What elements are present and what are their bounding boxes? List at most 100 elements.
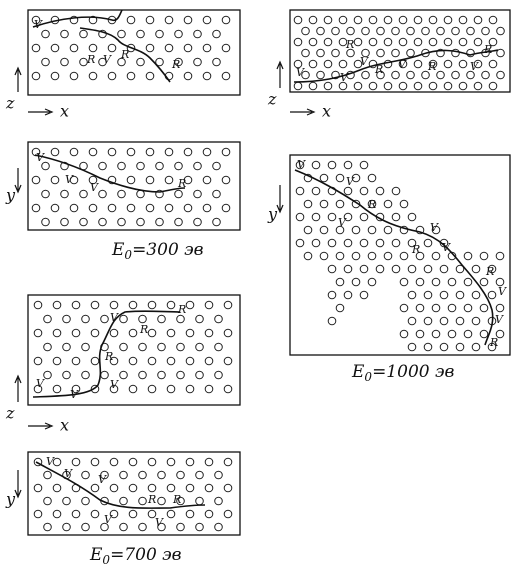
atom — [224, 484, 232, 492]
axis-label: x — [60, 416, 69, 435]
atom — [336, 278, 344, 286]
atom — [336, 174, 344, 182]
atom — [497, 71, 505, 79]
atom — [360, 187, 368, 195]
atom — [448, 330, 456, 338]
atom — [392, 27, 400, 35]
atom — [165, 176, 173, 184]
atom — [497, 27, 505, 35]
atom — [362, 71, 370, 79]
trajectory — [33, 10, 170, 82]
atom — [408, 213, 416, 221]
atom — [53, 484, 61, 492]
atom — [91, 329, 99, 337]
atom — [167, 510, 175, 518]
atom — [317, 71, 325, 79]
axis-label: z — [267, 90, 277, 109]
atom — [309, 16, 317, 24]
atom-label: R — [489, 336, 498, 349]
atom — [34, 484, 42, 492]
atom — [336, 252, 344, 260]
atom-label: V — [155, 516, 164, 529]
atom — [296, 239, 304, 247]
atom — [474, 82, 482, 90]
atom — [72, 510, 80, 518]
atom — [70, 72, 78, 80]
atom — [44, 315, 52, 323]
atom — [222, 72, 230, 80]
atom — [165, 204, 173, 212]
atom — [376, 265, 384, 273]
atom — [146, 176, 154, 184]
atom — [51, 148, 59, 156]
caption-symbol: E — [89, 545, 103, 565]
atom-label: V — [65, 173, 74, 186]
atom — [194, 218, 202, 226]
atom — [139, 343, 147, 351]
atom — [317, 27, 325, 35]
atom-label: V — [442, 241, 451, 254]
atom — [110, 329, 118, 337]
atom — [51, 176, 59, 184]
atom — [464, 330, 472, 338]
atom — [32, 72, 40, 80]
atom — [129, 484, 137, 492]
atom — [392, 49, 400, 57]
atom-label: V — [90, 181, 99, 194]
atom-label: R — [345, 38, 354, 51]
atom — [51, 72, 59, 80]
atom — [158, 315, 166, 323]
atom — [432, 330, 440, 338]
atom — [89, 148, 97, 156]
atom — [89, 72, 97, 80]
arrow — [28, 423, 52, 429]
atom — [137, 162, 145, 170]
atom — [186, 385, 194, 393]
atom — [400, 252, 408, 260]
atom — [110, 484, 118, 492]
atom — [444, 16, 452, 24]
atom — [32, 176, 40, 184]
atom — [354, 16, 362, 24]
trajectories — [33, 10, 498, 508]
atom — [194, 190, 202, 198]
arrow — [290, 109, 314, 115]
atom — [344, 265, 352, 273]
caption-text: =700 эв — [110, 545, 182, 565]
atom — [72, 458, 80, 466]
atom-label: V — [46, 455, 55, 468]
caption: E0=700 эв — [89, 545, 182, 567]
atom-label: V — [495, 313, 504, 326]
atom — [448, 278, 456, 286]
atom — [177, 371, 185, 379]
atom-label: R — [483, 43, 492, 56]
atom — [127, 72, 135, 80]
atom — [407, 27, 415, 35]
atom — [91, 510, 99, 518]
atom — [429, 38, 437, 46]
atom — [99, 218, 107, 226]
atom — [400, 330, 408, 338]
atom — [167, 301, 175, 309]
atom — [444, 60, 452, 68]
atom — [99, 162, 107, 170]
atom — [196, 343, 204, 351]
atom — [360, 213, 368, 221]
caption-text: =300 эв — [132, 240, 204, 260]
atom — [205, 458, 213, 466]
atom — [215, 471, 223, 479]
atom — [474, 38, 482, 46]
atom — [139, 497, 147, 505]
atom — [408, 343, 416, 351]
atom — [80, 190, 88, 198]
atom — [177, 523, 185, 531]
atom — [53, 301, 61, 309]
atom — [480, 304, 488, 312]
atom — [139, 315, 147, 323]
atom — [224, 510, 232, 518]
caption: E0=1000 эв — [351, 362, 454, 384]
atom — [82, 343, 90, 351]
atom-label: V — [346, 175, 355, 188]
atom — [400, 304, 408, 312]
atom — [432, 252, 440, 260]
